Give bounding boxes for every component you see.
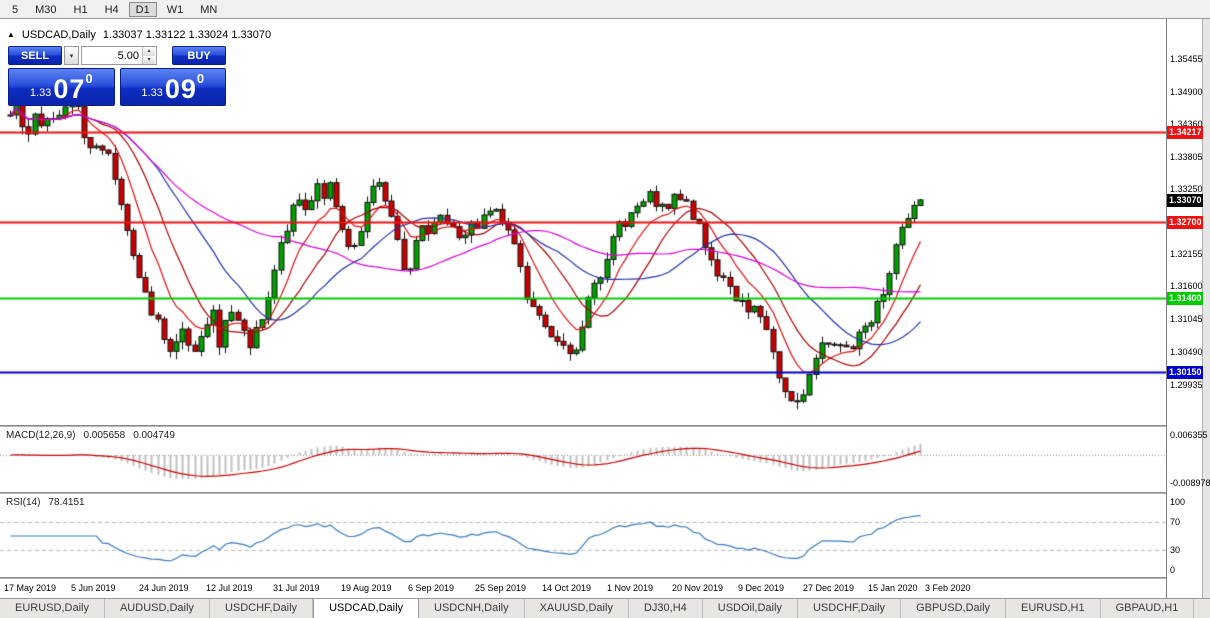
rsi-axis-label: 100 [1170, 497, 1186, 507]
rsi-axis-label: 0 [1170, 565, 1176, 575]
date-axis-label: 5 Jun 2019 [71, 583, 116, 593]
chart-symbol-label: USDCAD,Daily [21, 29, 96, 41]
volume-increase-button[interactable]: ▴ [143, 47, 155, 56]
buy-price-pips: 09 [164, 74, 197, 104]
timeframe-button-5[interactable]: 5 [5, 2, 25, 17]
date-axis-label: 3 Feb 2020 [925, 583, 971, 593]
date-axis-label: 19 Aug 2019 [341, 583, 392, 593]
timeframe-button-D1[interactable]: D1 [128, 1, 157, 17]
timeframe-button-H4[interactable]: H4 [98, 2, 126, 17]
date-axis-label: 17 May 2019 [4, 583, 57, 593]
chart-tab-usdcad-daily[interactable]: USDCAD,Daily [313, 599, 420, 618]
macd-name: MACD(12,26,9) [6, 430, 76, 441]
chart-tab-gbpusd-daily[interactable]: GBPUSD,Daily [901, 599, 1007, 618]
time-axis[interactable]: 17 May 2019 5 Jun 2019 24 Jun 2019 12 Jul 2… [0, 579, 1202, 598]
date-axis-label: 25 Sep 2019 [475, 583, 527, 593]
price-axis-label: 1.31600 [1170, 281, 1203, 291]
volume-decrease-button[interactable]: ▾ [143, 55, 155, 64]
sell-price-prefix: 1.33 [29, 87, 52, 99]
sell-price-box[interactable]: 1.33 07 0 [8, 68, 115, 106]
date-axis-label: 24 Jun 2019 [139, 583, 189, 593]
chart-tab-usdchf-daily[interactable]: USDCHF,Daily [798, 599, 902, 618]
price-level-tag: 1.30150 [1167, 366, 1203, 379]
rsi-value: 78.4151 [48, 497, 85, 508]
chevron-down-icon: ▾ [69, 52, 74, 60]
price-level-tag: 1.32700 [1167, 216, 1203, 229]
timeframe-button-M30[interactable]: M30 [28, 2, 63, 17]
chart-tabs-bar: EURUSD,Daily AUDUSD,Daily USDCHF,Daily USDC… [0, 598, 1210, 618]
rsi-indicator-canvas[interactable] [0, 494, 1166, 577]
panel-separator[interactable] [0, 492, 1202, 494]
price-level-tag: 1.31400 [1167, 292, 1203, 305]
date-axis-label: 15 Jan 2020 [868, 583, 918, 593]
price-axis[interactable]: 1.354551.349001.343601.338051.332501.326… [1166, 19, 1210, 598]
chart-tab-eurusd-h1[interactable]: EURUSD,H1 [1006, 599, 1101, 618]
chart-tab-usdoil-daily[interactable]: USDOil,Daily [703, 599, 798, 618]
macd-axis-max-label: 0.006355 [1170, 430, 1208, 440]
current-price-tag: 1.33070 [1167, 194, 1203, 207]
buy-price-box[interactable]: 1.33 09 0 [119, 68, 226, 106]
chart-tab-usdchf-daily[interactable]: USDCHF,Daily [210, 599, 314, 618]
chart-tab-xauusd-daily[interactable]: XAUUSD,Daily [525, 599, 629, 618]
date-axis-label: 31 Jul 2019 [273, 583, 320, 593]
panel-separator[interactable] [0, 425, 1202, 427]
timeframe-button-H1[interactable]: H1 [67, 2, 95, 17]
rsi-indicator-label: RSI(14) 78.4151 [6, 497, 85, 508]
volume-dropdown[interactable]: ▾ [64, 46, 79, 65]
chart-header: ▲ USDCAD,Daily 1.33037 1.33122 1.33024 1… [7, 29, 271, 41]
vertical-scrollbar[interactable] [1202, 19, 1210, 598]
one-click-trading-panel: SELL ▾ ▴ ▾ BUY 1.33 07 0 1.33 09 0 [8, 46, 226, 106]
buy-button[interactable]: BUY [172, 46, 226, 65]
price-axis-label: 1.31045 [1170, 314, 1203, 324]
date-axis-label: 1 Nov 2019 [607, 583, 654, 593]
chart-tab-gbpaud-h1[interactable]: GBPAUD,H1 [1101, 599, 1195, 618]
price-axis-label: 1.34360 [1170, 119, 1203, 129]
price-axis-label: 1.33250 [1170, 184, 1203, 194]
price-level-tag: 1.34217 [1167, 126, 1203, 139]
price-axis-label: 1.29935 [1170, 380, 1203, 390]
chart-tab-usdcnh-daily[interactable]: USDCNH,Daily [419, 599, 525, 618]
date-axis-label: 12 Jul 2019 [206, 583, 253, 593]
sell-price-pips: 07 [53, 74, 86, 104]
price-axis-label: 1.34900 [1170, 87, 1203, 97]
price-axis-label: 1.32155 [1170, 249, 1203, 259]
date-axis-label: 9 Dec 2019 [738, 583, 785, 593]
macd-main-value: 0.005658 [83, 430, 126, 441]
chart-tab-eurusd-daily[interactable]: EURUSD,Daily [0, 599, 105, 618]
one-click-panel-toggle-icon[interactable]: ▲ [7, 30, 15, 39]
timeframe-button-W1[interactable]: W1 [160, 2, 191, 17]
timeframe-toolbar: 5 M30 H1 H4 D1 W1 MN [0, 0, 1210, 19]
volume-field-wrap: ▴ ▾ [81, 46, 157, 65]
chart-ohlc-values: 1.33037 1.33122 1.33024 1.33070 [102, 29, 272, 41]
price-axis-label: 1.35455 [1170, 54, 1203, 64]
macd-axis-min-label: -0.008978 [1170, 478, 1210, 488]
macd-indicator-label: MACD(12,26,9) 0.005658 0.004749 [6, 430, 175, 441]
buy-price-point: 0 [196, 71, 205, 86]
buy-price-prefix: 1.33 [141, 87, 163, 99]
macd-indicator-canvas[interactable] [0, 427, 1166, 492]
macd-signal-value: 0.004749 [133, 430, 175, 441]
date-axis-label: 14 Oct 2019 [542, 583, 592, 593]
price-axis-label: 1.30490 [1170, 347, 1203, 357]
price-axis-label: 1.33805 [1170, 152, 1203, 162]
sell-button[interactable]: SELL [8, 46, 62, 65]
date-axis-label: 6 Sep 2019 [408, 583, 455, 593]
sell-price-point: 0 [85, 71, 93, 86]
chart-tab-audusd-daily[interactable]: AUDUSD,Daily [105, 599, 210, 618]
date-axis-label: 20 Nov 2019 [672, 583, 724, 593]
date-axis-label: 27 Dec 2019 [803, 583, 855, 593]
timeframe-button-MN[interactable]: MN [193, 2, 224, 17]
panel-separator[interactable] [0, 577, 1202, 579]
volume-input[interactable] [82, 47, 142, 64]
chart-tab-dj30-h4[interactable]: DJ30,H4 [629, 599, 703, 618]
rsi-axis-label: 30 [1170, 545, 1181, 555]
rsi-name: RSI(14) [6, 497, 41, 508]
rsi-axis-label: 70 [1170, 517, 1181, 527]
volume-spinner: ▴ ▾ [142, 47, 155, 64]
